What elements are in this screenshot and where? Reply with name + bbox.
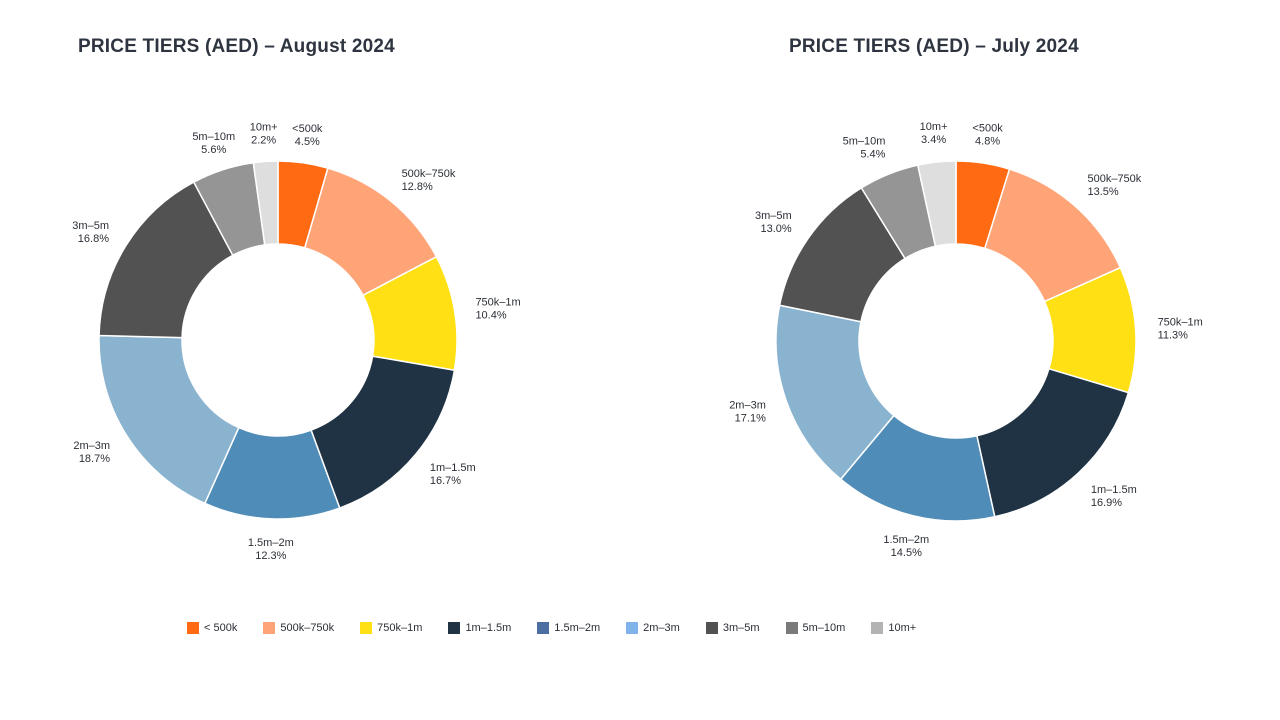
legend-label-3: 1m–1.5m [465,622,512,634]
slice-category-july-7: 5m–10m [843,135,886,147]
slice-category-july-3: 1m–1.5m [1091,484,1137,496]
legend-swatch-2 [360,622,373,634]
legend-label-2: 750k–1m [377,622,423,634]
legend-label-0: < 500k [204,622,238,634]
slice-category-july-1: 500k–750k [1087,173,1141,185]
slice-label-july-7: 5m–10m 5.4% [843,135,886,160]
slice-category-july-4: 1.5m–2m [883,534,929,546]
slice-label-july-1: 500k–750k 13.5% [1087,173,1141,198]
slice-category-july-5: 2m–3m [729,400,766,412]
slice-august-8 [252,160,279,246]
slice-category-august-6: 3m–5m [72,220,109,232]
slice-label-august-0: <500k 4.5% [292,123,323,148]
legend-label-8: 10m+ [888,622,917,634]
slice-label-august-3: 1m–1.5m 16.7% [430,462,476,487]
slice-value-july-2: 11.3% [1158,329,1189,341]
slice-value-july-0: 4.8% [975,135,1000,147]
slice-category-july-8: 10m+ [920,121,948,133]
donut-chart-august: <500k 4.5% 500k–750k 12.8% 750k–1m 10.4% 1m–1.… [72,121,520,562]
slice-category-august-4: 1.5m–2m [248,537,294,549]
slice-label-august-7: 5m–10m 5.6% [192,131,235,156]
slice-value-august-7: 5.6% [201,144,226,156]
chart-title-july: PRICE TIERS (AED) – July 2024 [789,36,1079,57]
legend-label-6: 3m–5m [722,622,760,634]
legend-item-3: 1m–1.5m [448,622,511,634]
chart-legend: < 500k 500k–750k 750k–1m 1m–1.5m 1.5m–2m 2m–3… [187,622,916,634]
legend-swatch-6 [705,622,718,634]
slice-value-july-5: 17.1% [735,413,766,425]
slice-category-august-0: <500k [292,123,323,135]
slice-label-august-2: 750k–1m 10.4% [475,296,520,321]
slice-category-july-6: 3m–5m [755,210,792,222]
slice-category-august-3: 1m–1.5m [430,462,476,474]
legend-item-5: 2m–3m [626,622,680,634]
slice-label-july-6: 3m–5m 13.0% [755,210,792,235]
slice-value-july-7: 5.4% [860,148,885,160]
legend-label-5: 2m–3m [643,622,680,634]
slice-label-july-4: 1.5m–2m 14.5% [883,534,929,559]
chart-title-august: PRICE TIERS (AED) – August 2024 [78,36,395,57]
slice-value-august-8: 2.2% [251,134,276,146]
slice-label-july-8: 10m+ 3.4% [920,121,948,146]
slice-label-july-2: 750k–1m 11.3% [1158,316,1203,341]
legend-item-8: 10m+ [871,622,916,634]
slice-july-5 [775,304,895,481]
slice-label-july-0: <500k 4.8% [972,122,1003,147]
slice-value-july-1: 13.5% [1087,186,1118,198]
slice-label-august-1: 500k–750k 12.8% [402,168,456,193]
slice-value-august-5: 18.7% [79,453,110,465]
slice-value-july-3: 16.9% [1091,497,1122,509]
slice-label-july-3: 1m–1.5m 16.9% [1091,484,1137,509]
legend-item-7: 5m–10m [785,622,846,634]
legend-swatch-8 [871,622,884,634]
slice-label-august-5: 2m–3m 18.7% [73,440,110,465]
legend-item-1: 500k–750k [263,622,334,634]
legend-swatch-1 [263,622,276,634]
slice-value-july-6: 13.0% [760,223,791,235]
slice-value-august-1: 12.8% [402,181,433,193]
legend-swatch-5 [626,622,639,634]
slice-category-july-2: 750k–1m [1158,316,1203,328]
slice-july-8 [916,160,957,248]
legend-swatch-4 [537,622,550,634]
legend-swatch-7 [785,622,798,634]
legend-label-7: 5m–10m [802,622,846,634]
legend-item-6: 3m–5m [705,622,760,634]
slice-category-august-2: 750k–1m [475,296,520,308]
donut-chart-july: <500k 4.8% 500k–750k 13.5% 750k–1m 11.3% 1m–1.… [729,121,1203,559]
slice-category-august-8: 10m+ [250,121,278,133]
slice-label-july-5: 2m–3m 17.1% [729,400,766,425]
legend-swatch-0 [187,622,199,634]
legend-swatch-3 [448,622,461,634]
slice-august-5 [98,334,240,505]
slice-value-august-6: 16.8% [78,233,109,245]
slice-july-3 [975,367,1130,518]
legend-item-4: 1.5m–2m [537,622,600,634]
slice-category-august-5: 2m–3m [73,440,110,452]
legend-item-2: 750k–1m [360,622,422,634]
slice-label-august-6: 3m–5m 16.8% [72,220,109,245]
slice-category-august-1: 500k–750k [402,168,456,180]
slice-category-july-0: <500k [972,122,1003,134]
slice-value-july-4: 14.5% [891,547,922,559]
legend-label-1: 500k–750k [280,622,335,634]
slice-value-august-4: 12.3% [255,550,286,562]
slice-label-august-4: 1.5m–2m 12.3% [248,537,294,562]
legend-item-0: < 500k [187,622,237,634]
slice-value-august-2: 10.4% [475,309,506,321]
slice-value-july-8: 3.4% [921,134,946,146]
legend-label-4: 1.5m–2m [554,622,601,634]
slice-label-august-8: 10m+ 2.2% [250,121,278,146]
slice-value-august-3: 16.7% [430,475,461,487]
slice-value-august-0: 4.5% [295,136,320,148]
slice-category-august-7: 5m–10m [192,131,235,143]
